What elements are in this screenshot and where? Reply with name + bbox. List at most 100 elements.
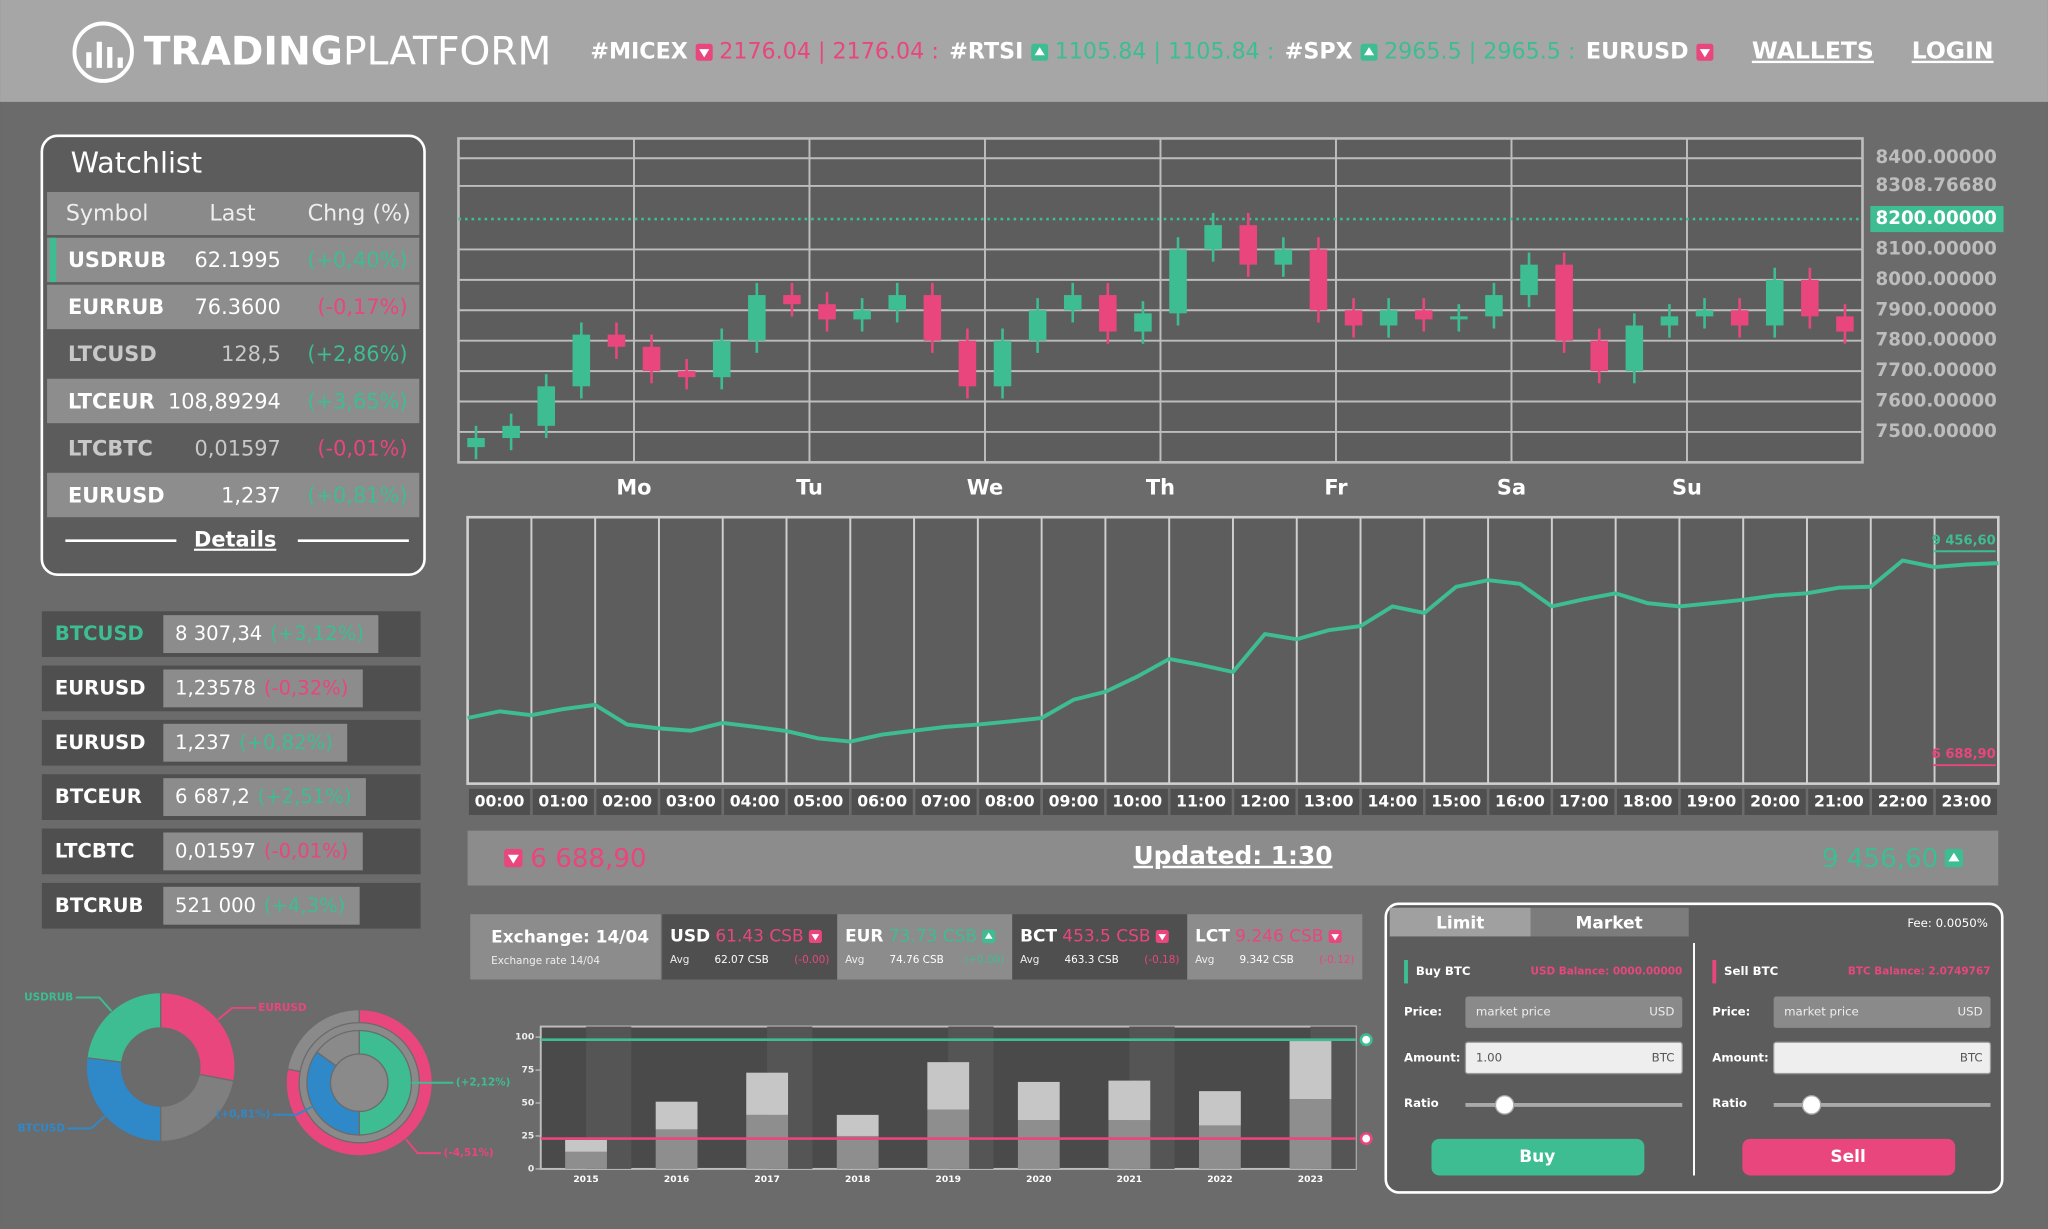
field-label: Amount: (1712, 1050, 1768, 1064)
price-input[interactable] (1773, 996, 1991, 1028)
donut-label: (-4,51%) (444, 1147, 494, 1159)
button-label: Sell (1830, 1147, 1865, 1167)
candle-body (677, 371, 696, 378)
nav-link[interactable]: LOGIN (1912, 37, 1994, 65)
bar-segment (1108, 1080, 1151, 1121)
pair-change: (+3,12%) (270, 622, 364, 645)
field-unit: USD (1649, 1005, 1674, 1019)
tab-label: Market (1576, 913, 1643, 933)
row-symbol: EURUSD (68, 483, 165, 507)
amount-value: 1.00 (1476, 1050, 1502, 1064)
slider-knob[interactable] (1801, 1095, 1822, 1115)
y-tick-label: 100 (515, 1033, 534, 1043)
candle-body (958, 340, 977, 387)
exchange-rate: 453.5 CSB (1062, 926, 1150, 946)
donut-label: EURUSD (258, 1002, 307, 1014)
x-tick-label: 14:00 (1367, 791, 1417, 810)
x-tick-cell (1808, 788, 1870, 815)
candle-body (1239, 225, 1258, 265)
row-last: 1,237 (221, 483, 281, 507)
bar-segment (836, 1135, 879, 1169)
current-price-box (1870, 205, 2004, 233)
x-tick-label: We (967, 475, 1003, 499)
x-tick-label: 16:00 (1495, 791, 1545, 810)
x-tick-cell (1872, 788, 1934, 815)
donut-segment (285, 1008, 433, 1157)
candle-body (1801, 279, 1819, 317)
nav-link[interactable]: WALLETS (1752, 37, 1874, 65)
candle-body (572, 334, 591, 387)
candle-body (537, 386, 556, 426)
watchlist-row[interactable] (47, 378, 420, 424)
x-tick-label: 2021 (1117, 1175, 1142, 1185)
amount-input[interactable] (1464, 1041, 1683, 1075)
x-tick-cell (660, 788, 722, 815)
watchlist-row[interactable] (47, 284, 420, 330)
donut-segment (86, 991, 162, 1063)
x-tick-label: Th (1146, 475, 1175, 499)
candle-body (1695, 310, 1714, 317)
side-title: Buy BTC (1416, 964, 1471, 978)
exchange-cell (837, 914, 1013, 980)
x-tick-cell (1744, 788, 1806, 815)
bar-segment (655, 1101, 698, 1130)
field-label: Ratio (1404, 1096, 1439, 1110)
button-label: Buy (1519, 1147, 1555, 1167)
amount-input[interactable] (1773, 1041, 1992, 1075)
exchange-rate: 73.73 CSB (889, 926, 977, 946)
leader-line (67, 1115, 106, 1130)
field-label: Ratio (1712, 1096, 1747, 1110)
candle-body (923, 295, 942, 341)
pair-symbol: BTCRUB (55, 894, 144, 917)
trade-button[interactable] (1431, 1138, 1645, 1176)
candle-body (1555, 264, 1573, 341)
ticker-quote: 2176.04 | 2176.04 : (719, 39, 939, 65)
y-tick-label: 8308.76680 (1876, 175, 1997, 196)
side-stripe (1404, 959, 1408, 984)
x-tick-label: 19:00 (1686, 791, 1736, 810)
field-unit: USD (1958, 1005, 1983, 1019)
candle-body (1485, 295, 1503, 317)
slider-knob[interactable] (1494, 1095, 1515, 1115)
bar-segment (1017, 1120, 1060, 1169)
watchlist-row[interactable] (47, 472, 420, 518)
x-tick-cell (979, 788, 1041, 815)
pair-symbol: EURUSD (55, 731, 146, 754)
x-tick-label: 21:00 (1814, 791, 1864, 810)
watchlist-row[interactable] (47, 237, 420, 283)
field-unit: BTC (1960, 1050, 1983, 1064)
y-tick-label: 8400.00000 (1876, 147, 1997, 168)
bar-segment (1017, 1081, 1060, 1121)
tab[interactable] (1389, 907, 1531, 937)
x-tick-cell (1234, 788, 1296, 815)
trade-button[interactable] (1742, 1138, 1956, 1176)
column-header: Symbol (66, 201, 149, 227)
x-tick-cell (1042, 788, 1105, 815)
candle-body (853, 310, 871, 320)
x-tick-label: 2016 (664, 1175, 689, 1185)
avg-delta: (-0.18) (1144, 954, 1179, 966)
donut-segment (286, 1008, 360, 1073)
exchange-rate: 61.43 CSB (715, 926, 803, 946)
pair-price: 6 687,2 (175, 785, 250, 808)
pair-price: 521 000 (175, 894, 256, 917)
tab[interactable] (1530, 907, 1689, 937)
row-symbol: USDRUB (68, 248, 166, 272)
exchange-code: EUR (845, 926, 883, 946)
x-tick-cell (1425, 788, 1487, 815)
candle-body (1274, 249, 1293, 265)
x-tick-cell (1553, 788, 1615, 815)
arrow-glyph (507, 854, 519, 864)
donut-label: BTCUSD (18, 1122, 66, 1134)
avg-value: 463.3 CSB (1064, 954, 1118, 966)
leader-line (272, 1105, 314, 1116)
ticker-symbol: #RTSI (949, 39, 1023, 65)
donut-segment (316, 1029, 360, 1067)
leader-line (405, 1138, 442, 1155)
details-link[interactable]: Details (194, 528, 276, 552)
price-input[interactable] (1465, 996, 1683, 1028)
price-line (467, 558, 1999, 744)
avg-value: 62.07 CSB (714, 954, 768, 966)
placeholder: market price (1476, 1005, 1551, 1019)
exchange-subtitle: Exchange rate 14/04 (491, 955, 600, 967)
